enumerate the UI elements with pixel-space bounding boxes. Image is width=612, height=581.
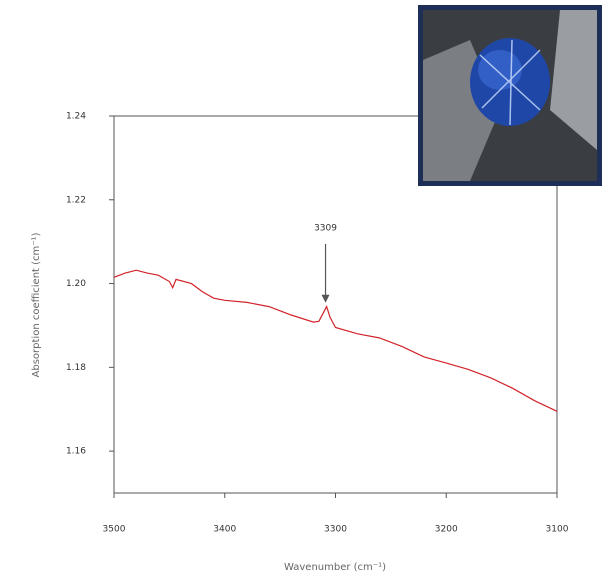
inset-photo [418, 5, 602, 186]
x-tick-label: 3300 [324, 525, 347, 535]
photo-gem-shine [478, 50, 522, 90]
y-tick-label: 1.24 [66, 112, 86, 122]
photo-holder [550, 10, 597, 150]
photo-star [479, 39, 541, 126]
x-axis-label: Wavenumber (cm⁻¹) [284, 562, 386, 573]
y-tick-label: 1.18 [66, 363, 86, 373]
x-tick-label: 3500 [103, 525, 126, 535]
x-tick-label: 3200 [435, 525, 458, 535]
x-tick-label: 3400 [213, 525, 236, 535]
x-tick-label: 3100 [546, 525, 569, 535]
y-tick-label: 1.20 [66, 279, 86, 289]
y-tick-label: 1.16 [66, 447, 86, 457]
y-axis-label: Absorption coefficient (cm⁻¹) [31, 232, 42, 377]
annotation-label: 3309 [314, 224, 337, 234]
data-line [113, 269, 558, 412]
annotation-arrowhead [321, 294, 330, 303]
y-tick-label: 1.22 [66, 195, 86, 205]
